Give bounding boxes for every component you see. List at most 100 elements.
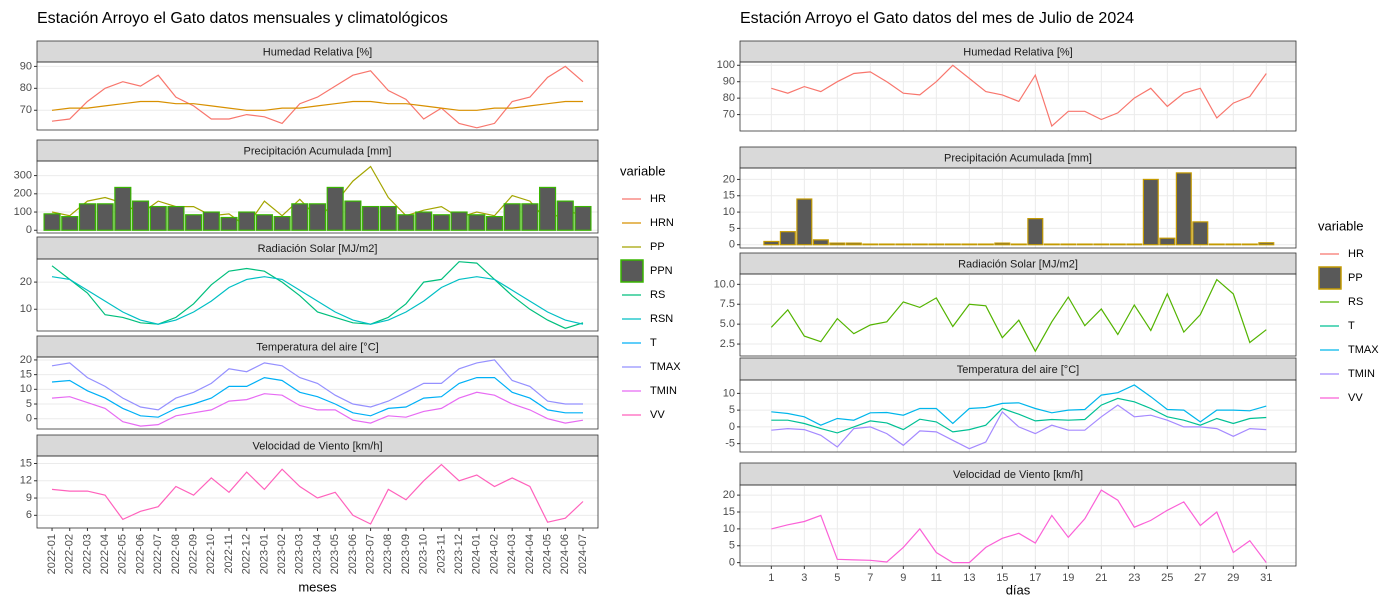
y-tick-label: 200	[14, 188, 32, 200]
x-tick-label: 3	[801, 572, 807, 584]
line-series	[771, 404, 1267, 450]
x-tick-label: 2022-08	[170, 534, 182, 574]
line-series	[771, 397, 1267, 434]
line-series	[51, 359, 583, 411]
x-tick-label: 7	[867, 572, 873, 584]
legend-label: HR	[1348, 248, 1364, 260]
x-tick-label: 2022-10	[205, 534, 217, 574]
x-tick-label: 2022-07	[152, 534, 164, 574]
bar	[503, 203, 521, 231]
bar	[1142, 178, 1159, 246]
panel-border	[739, 273, 1297, 357]
panel-border	[36, 160, 599, 234]
bar	[379, 205, 397, 231]
x-tick-label: 2023-07	[364, 534, 376, 574]
bar	[344, 200, 362, 231]
legend-label: TMAX	[650, 361, 681, 373]
bar	[1010, 243, 1027, 246]
bar	[468, 214, 486, 231]
legend-label: T	[650, 337, 657, 349]
bar	[450, 211, 468, 231]
y-tick-label: 10	[20, 383, 32, 395]
panel-border	[739, 484, 1297, 567]
bar	[291, 203, 309, 231]
bar	[1109, 243, 1126, 246]
legend-label: PP	[650, 241, 665, 253]
bar	[326, 186, 344, 231]
y-tick-label: 15	[20, 457, 32, 469]
bar	[96, 203, 114, 231]
x-tick-label: 2024-05	[541, 534, 553, 574]
chart-title: Estación Arroyo el Gato datos del mes de…	[740, 10, 1134, 27]
bar	[1241, 243, 1258, 246]
y-tick-label: 80	[723, 92, 735, 104]
y-tick-label: 15	[20, 369, 32, 381]
x-tick-label: 2022-05	[117, 534, 129, 574]
legend-label: HRN	[650, 217, 674, 229]
bar	[878, 243, 895, 246]
y-tick-label: 0	[26, 413, 32, 425]
legend-label: T	[1348, 320, 1355, 332]
bar	[944, 243, 961, 246]
x-tick-label: 1	[768, 572, 774, 584]
x-tick-label: 2024-07	[577, 534, 589, 574]
x-tick-label: 2022-01	[46, 534, 58, 574]
legend-title: variable	[1318, 218, 1364, 233]
bar	[1060, 243, 1077, 246]
bar	[1159, 237, 1176, 246]
bar	[763, 240, 780, 246]
bar	[1076, 243, 1093, 246]
bar	[1225, 243, 1242, 246]
legend-label: TMIN	[1348, 368, 1375, 380]
y-tick-label: 5	[729, 540, 735, 552]
panel-border	[739, 379, 1297, 453]
x-tick-label: 2023-11	[435, 534, 447, 574]
x-tick-label: 2024-03	[506, 534, 518, 574]
line-series	[771, 64, 1267, 128]
y-tick-label: 0	[729, 557, 735, 569]
bar	[362, 205, 380, 231]
legend-label: TMIN	[650, 385, 677, 397]
x-tick-label: 9	[900, 572, 906, 584]
bar	[149, 205, 167, 231]
x-tick-label: 2022-03	[81, 534, 93, 574]
x-tick-label: 2024-04	[524, 534, 536, 574]
bar	[1208, 243, 1225, 246]
panel-border	[739, 61, 1297, 132]
bar	[538, 186, 557, 231]
x-tick-label: 21	[1095, 572, 1107, 584]
x-tick-label: 19	[1062, 572, 1074, 584]
panel-border	[36, 61, 599, 131]
bar	[1043, 243, 1060, 246]
bar	[779, 231, 796, 246]
y-tick-label: 10	[723, 206, 735, 218]
x-tick-label: 2024-06	[559, 534, 571, 574]
bar	[1093, 243, 1110, 246]
y-tick-label: 12	[20, 475, 32, 487]
y-tick-label: 10	[20, 303, 32, 315]
bar	[131, 200, 150, 231]
y-tick-label: 70	[20, 104, 32, 116]
panel-title: Humedad Relativa [%]	[263, 46, 372, 58]
x-tick-label: 27	[1194, 572, 1206, 584]
bar	[238, 211, 256, 231]
y-tick-label: 100	[717, 59, 735, 71]
y-tick-label: 7.5	[720, 298, 735, 310]
bar	[1126, 243, 1143, 246]
bar	[977, 243, 994, 246]
line-series	[51, 391, 584, 427]
x-tick-label: 2023-01	[258, 534, 270, 574]
line-series	[51, 100, 583, 111]
legend-label: RS	[1348, 296, 1363, 308]
panel-title: Humedad Relativa [%]	[963, 46, 1072, 58]
bar	[928, 243, 945, 246]
y-tick-label: 90	[20, 60, 32, 72]
bar	[308, 203, 327, 231]
bar	[1258, 242, 1275, 246]
x-tick-label: 2023-05	[329, 534, 341, 574]
legend-label: HR	[650, 193, 666, 205]
panel-title: Precipitación Acumulada [mm]	[244, 145, 392, 157]
line-series	[770, 278, 1267, 353]
panel-border	[739, 167, 1297, 249]
bar	[485, 215, 504, 231]
